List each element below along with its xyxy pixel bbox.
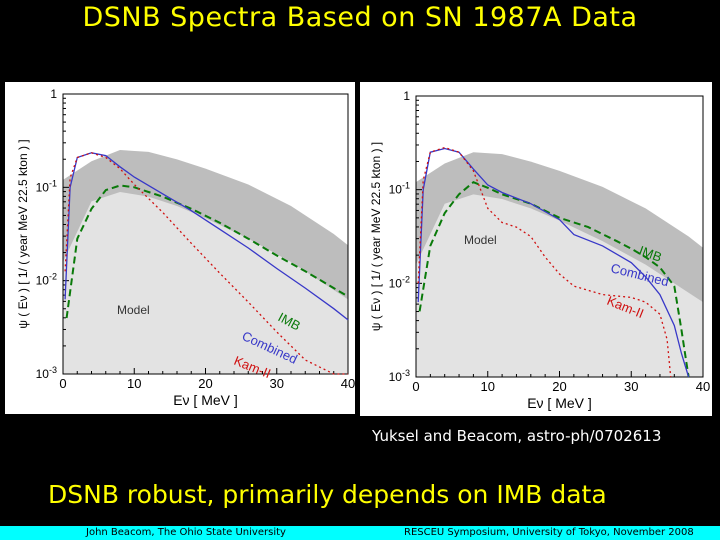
x-tick-label: 10 xyxy=(127,376,141,391)
x-tick-label: 10 xyxy=(481,379,495,394)
band-label: Model xyxy=(117,303,150,317)
x-tick-label: 30 xyxy=(624,379,638,394)
annotation-imb: IMB xyxy=(637,243,664,265)
y-axis-label: ψ ( Eν ) [ 1/ ( year MeV 22.5 kton ) ] xyxy=(16,139,30,328)
x-tick-label: 30 xyxy=(270,376,284,391)
slide-title: DSNB Spectra Based on SN 1987A Data xyxy=(82,2,638,33)
chart-right: 0 10 20 30 40 10-3 10-2 10-1 1 Eν [ MeV ] ψ ( Eν )… xyxy=(369,89,710,411)
x-tick-label: 40 xyxy=(696,379,710,394)
footer-bar xyxy=(0,526,720,540)
x-tick-label: 20 xyxy=(552,379,566,394)
x-tick-label: 40 xyxy=(341,376,355,391)
conclusion: DSNB robust, primarily depends on IMB da… xyxy=(48,480,607,509)
series-line-imb xyxy=(418,181,690,378)
x-axis-label: Eν [ MeV ] xyxy=(527,395,592,411)
y-tick-label: 10-2 xyxy=(389,274,410,290)
chart-left-panel: 0 10 20 30 40 10-3 10-2 10-1 1 Eν [ MeV ] ψ ( Eν )… xyxy=(5,82,355,414)
model-band-lower xyxy=(416,194,703,377)
x-tick-label: 0 xyxy=(412,379,419,394)
y-tick-label: 10-2 xyxy=(36,272,57,288)
model-band-lower xyxy=(63,192,348,374)
footer-right: RESCEU Symposium, University of Tokyo, N… xyxy=(404,527,694,538)
y-tick-label: 10-3 xyxy=(36,365,57,381)
y-tick-label: 10-3 xyxy=(389,368,410,384)
x-tick-label: 0 xyxy=(59,376,66,391)
x-axis-label: Eν [ MeV ] xyxy=(173,392,238,408)
x-tick-label: 20 xyxy=(198,376,212,391)
y-tick-label: 1 xyxy=(403,89,410,103)
y-tick-label: 10-1 xyxy=(36,178,57,194)
chart-right-panel: 0 10 20 30 40 10-3 10-2 10-1 1 Eν [ MeV ] ψ ( Eν )… xyxy=(360,82,712,416)
y-axis-label: ψ ( Eν ) [ 1/ ( year MeV 22.5 kton ) ] xyxy=(369,142,383,331)
y-tick-label: 1 xyxy=(50,87,57,101)
band-label: Model xyxy=(464,233,497,247)
footer-left: John Beacom, The Ohio State University xyxy=(86,527,286,538)
series-line-combined xyxy=(417,147,690,378)
chart-left: 0 10 20 30 40 10-3 10-2 10-1 1 Eν [ MeV ] ψ ( Eν )… xyxy=(16,87,355,408)
series-line-kam-ii xyxy=(64,152,348,375)
y-tick-label: 10-1 xyxy=(389,181,410,197)
citation: Yuksel and Beacom, astro-ph/0702613 xyxy=(372,427,662,445)
